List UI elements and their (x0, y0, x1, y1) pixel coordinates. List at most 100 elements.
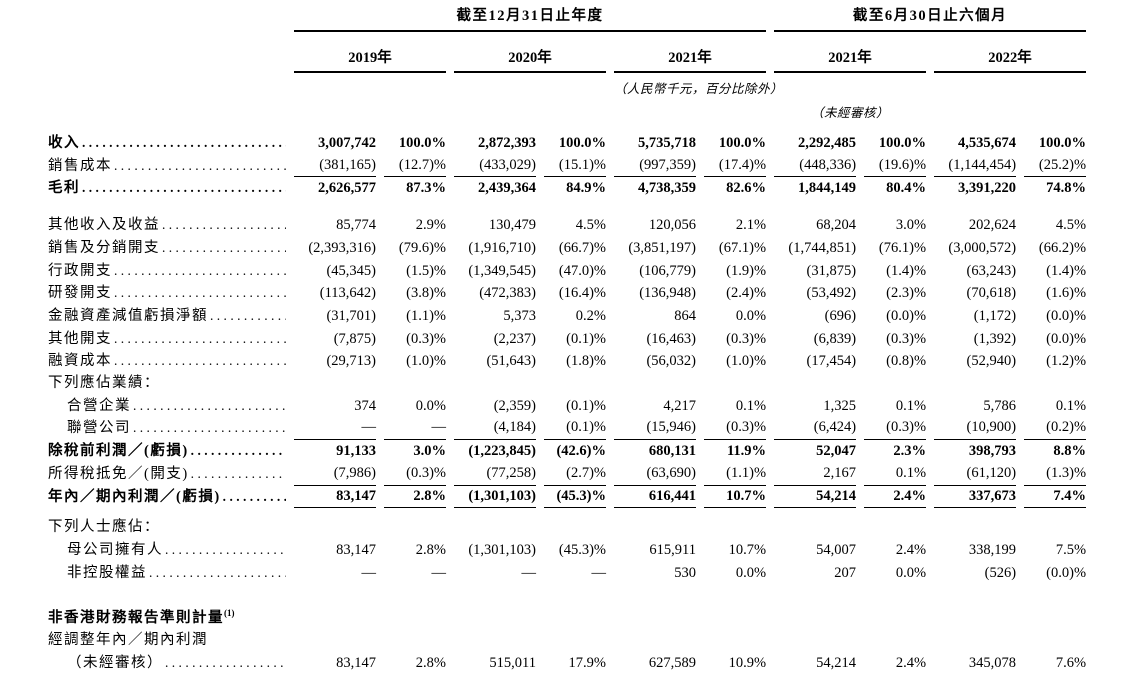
percent-cell: 82.6% (726, 180, 767, 197)
dot-leader (82, 132, 286, 155)
value-cell: 3,391,220 (958, 180, 1017, 197)
currency-note-row: （人民幣千元，百分比除外） (48, 73, 1086, 97)
row-label: 銷售及分銷開支 (48, 237, 286, 260)
dot-leader (191, 440, 286, 463)
value-cell: (472,383) (479, 285, 536, 302)
dot-leader (114, 155, 286, 178)
year-header-2020: 2020年 (454, 32, 606, 73)
table-row: 研發開支 (113,642) (3.8)% (472,383) (16.4)% (136,… (48, 282, 1086, 305)
table-row: 合營企業 374 0.0% (2,359) (0.1)% 4,217 0.1% 1,325 0.… (48, 395, 1086, 418)
value-cell: 1,325 (823, 397, 857, 414)
percent-cell: (0.8)% (886, 353, 927, 370)
percent-cell: (0.3)% (704, 417, 767, 441)
percent-cell: 0.0% (415, 397, 446, 414)
percent-cell: (19.6)% (864, 155, 927, 178)
value-cell: (113,642) (319, 285, 376, 302)
percent-cell: (0.3)% (406, 330, 446, 347)
dot-leader (82, 177, 286, 200)
row-label: 毛利 (48, 177, 286, 200)
percent-cell: 17.9% (568, 654, 606, 671)
percent-cell: 4.5% (575, 217, 606, 234)
percent-cell: (1.1)% (406, 307, 446, 324)
row-label: 非控股權益 (48, 562, 286, 585)
row-label: 行政開支 (48, 260, 286, 283)
percent-cell: 11.9% (726, 443, 767, 460)
percent-cell: 3.0% (413, 443, 446, 460)
dot-leader (114, 282, 286, 305)
row-label: 銷售成本 (48, 155, 286, 178)
value-cell: (63,690) (614, 463, 696, 486)
percent-cell: (16.4)% (558, 285, 606, 302)
percent-cell: (15.1)% (544, 155, 606, 178)
label-column-spacer (48, 97, 286, 121)
value-cell: (997,359) (614, 155, 696, 178)
value-cell: 5,373 (503, 307, 536, 324)
percent-cell: (12.7)% (384, 155, 446, 178)
percent-cell: (1.2)% (1046, 353, 1087, 370)
table-row: 下列人士應佔： (48, 508, 1086, 539)
percent-cell: 2.8% (384, 486, 446, 509)
row-label-text: 聯營公司 (67, 420, 131, 437)
value-cell: 130,479 (488, 217, 536, 234)
value-cell: 120,056 (648, 217, 696, 234)
percent-cell: 7.6% (1055, 654, 1087, 671)
row-label-text: （未經審核） (67, 654, 163, 671)
percent-cell: 0.1% (895, 397, 927, 414)
value-cell: (15,946) (614, 417, 696, 441)
value-cell: (1,349,545) (468, 262, 536, 279)
percent-cell: (66.2)% (1038, 239, 1087, 256)
value-cell: (526) (984, 564, 1017, 581)
row-label: 下列應佔業績： (48, 373, 286, 395)
row-label: 母公司擁有人 (48, 539, 286, 562)
percent-cell: 2.9% (415, 217, 446, 234)
dot-leader (133, 395, 286, 418)
value-cell: (7,875) (333, 330, 376, 347)
row-label: 金融資產減值虧損淨額 (48, 305, 286, 328)
row-label-text: 其他收入及收益 (48, 217, 160, 234)
value-cell: (3,851,197) (628, 239, 696, 256)
row-label-text: 銷售成本 (48, 157, 112, 174)
percent-cell: (0.3)% (886, 330, 927, 347)
value-cell: (1,744,851) (788, 239, 857, 256)
table-row: 收入 3,007,742 100.0% 2,872,393 100.0% 5,735,71… (48, 121, 1086, 155)
row-label-text: 行政開支 (48, 262, 112, 279)
percent-cell: 0.1% (864, 463, 927, 486)
percent-cell: 2.8% (415, 654, 446, 671)
dot-leader (162, 237, 286, 260)
label-column-spacer (48, 73, 286, 97)
percent-cell: (0.0)% (886, 307, 927, 324)
year-header-2021: 2021年 (614, 32, 767, 73)
value-cell: 2,872,393 (478, 135, 536, 151)
table-row: 毛利 2,626,577 87.3% 2,439,364 84.9% 4,738,359 8… (48, 177, 1086, 200)
row-label-text: 非控股權益 (67, 564, 147, 581)
percent-cell: (0.0)% (1046, 564, 1087, 581)
value-cell: 627,589 (648, 654, 696, 671)
row-label: 聯營公司 (48, 417, 286, 440)
row-label-text: 銷售及分銷開支 (48, 239, 160, 256)
unaudited-note: （未經審核） (811, 106, 890, 120)
value-cell: 2,167 (774, 463, 857, 486)
table-row: 其他開支 (7,875) (0.3)% (2,237) (0.1)% (16,463) (0… (48, 328, 1086, 351)
percent-cell: (1.4)% (886, 262, 927, 279)
percent-cell: (17.4)% (704, 155, 767, 178)
dot-leader (165, 652, 286, 674)
row-label: 所得稅抵免／(開支) (48, 463, 286, 486)
percent-cell: (1.1)% (704, 463, 767, 486)
dot-leader (191, 463, 286, 486)
value-cell: (16,463) (646, 330, 696, 347)
value-cell: 2,626,577 (318, 180, 376, 197)
percent-cell: 3.0% (895, 217, 927, 234)
value-cell: 374 (354, 397, 376, 414)
dot-leader (114, 350, 286, 373)
value-cell: 2,292,485 (798, 135, 857, 151)
percent-cell: 0.1% (1055, 397, 1087, 414)
value-cell: (1,301,103) (454, 486, 536, 509)
dot-leader (165, 539, 286, 562)
value-cell: 398,793 (968, 443, 1017, 460)
percent-cell: (1.9)% (726, 262, 767, 279)
value-cell: (381,165) (294, 155, 376, 178)
label-column-spacer (48, 4, 286, 32)
value-cell: (2,359) (493, 397, 536, 414)
value-cell: 91,133 (336, 443, 376, 460)
